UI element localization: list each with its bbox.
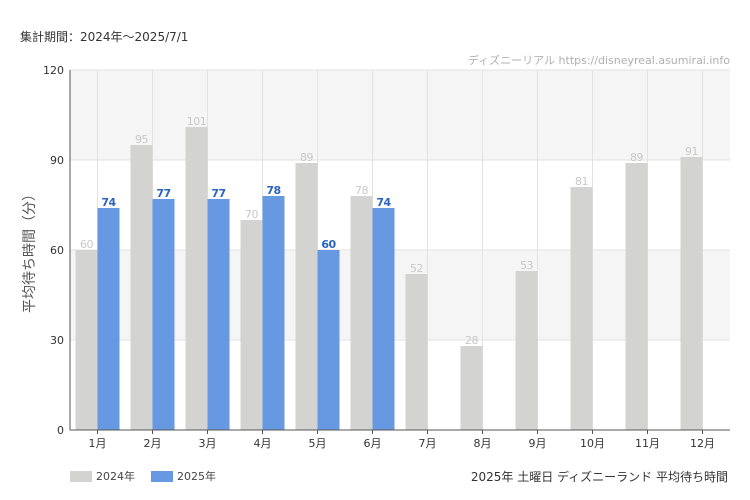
data-label: 60 [80, 238, 93, 251]
data-label: 77 [156, 187, 170, 200]
bar-2025年-1月 [97, 208, 120, 430]
x-tick-label: 7月 [419, 437, 437, 450]
data-label: 78 [266, 184, 280, 197]
bar-2024年-12月 [680, 157, 703, 430]
bar-2024年-10月 [570, 187, 593, 430]
x-tick-label: 6月 [364, 437, 382, 450]
bar-2024年-8月 [460, 346, 483, 430]
x-tick-label: 10月 [580, 437, 605, 450]
bar-2025年-6月 [372, 208, 395, 430]
bar-2024年-4月 [240, 220, 263, 430]
bar-2025年-5月 [317, 250, 340, 430]
x-tick-label: 1月 [89, 437, 107, 450]
data-label: 74 [101, 196, 116, 209]
legend-label-2025: 2025年 [177, 470, 216, 483]
legend-swatch-2024 [70, 470, 92, 482]
plot-band [70, 250, 730, 340]
bar-2025年-2月 [152, 199, 175, 430]
x-tick-label: 9月 [529, 437, 547, 450]
data-label: 52 [410, 262, 423, 275]
x-tick-label: 2月 [144, 437, 162, 450]
legend-item-2024[interactable]: 2024年 [70, 468, 135, 484]
plot-band [70, 70, 730, 160]
chart-legend: 2024年 2025年 [70, 468, 232, 484]
bar-2024年-7月 [405, 274, 428, 430]
data-label: 91 [685, 145, 698, 158]
data-label: 28 [465, 334, 478, 347]
x-tick-label: 12月 [690, 437, 715, 450]
bar-2024年-9月 [515, 271, 538, 430]
x-tick-label: 4月 [254, 437, 272, 450]
bar-2025年-4月 [262, 196, 285, 430]
data-label: 78 [355, 184, 368, 197]
bar-2025年-3月 [207, 199, 230, 430]
y-tick-label: 0 [57, 424, 64, 437]
data-label: 81 [575, 175, 588, 188]
legend-label-2024: 2024年 [96, 470, 135, 483]
legend-swatch-2025 [151, 470, 173, 482]
data-label: 70 [245, 208, 258, 221]
x-tick-label: 11月 [635, 437, 660, 450]
data-label: 74 [376, 196, 391, 209]
data-label: 60 [321, 238, 336, 251]
y-tick-label: 90 [50, 154, 64, 167]
y-tick-label: 60 [50, 244, 64, 257]
data-label: 95 [135, 133, 148, 146]
bar-2024年-2月 [130, 145, 153, 430]
y-axis-title: 平均待ち時間（分） [22, 187, 38, 313]
collection-period: 集計期間：2024年～2025/7/1 [20, 30, 189, 44]
bar-2024年-1月 [75, 250, 98, 430]
data-label: 53 [520, 259, 533, 272]
chart-subtitle: 2025年 土曜日 ディズニーランド 平均待ち時間 [470, 470, 728, 484]
data-label: 101 [187, 115, 207, 128]
site-credit: ディズニーリアル https://disneyreal.asumirai.inf… [467, 54, 730, 67]
data-label: 77 [211, 187, 225, 200]
y-tick-label: 30 [50, 334, 64, 347]
x-tick-label: 8月 [474, 437, 492, 450]
x-tick-label: 3月 [199, 437, 217, 450]
y-tick-label: 120 [43, 64, 64, 77]
bar-2024年-3月 [185, 127, 208, 430]
legend-item-2025[interactable]: 2025年 [151, 468, 216, 484]
data-label: 89 [300, 151, 313, 164]
bar-2024年-6月 [350, 196, 373, 430]
x-tick-label: 5月 [309, 437, 327, 450]
bar-2024年-11月 [625, 163, 648, 430]
data-label: 89 [630, 151, 643, 164]
bar-2024年-5月 [295, 163, 318, 430]
